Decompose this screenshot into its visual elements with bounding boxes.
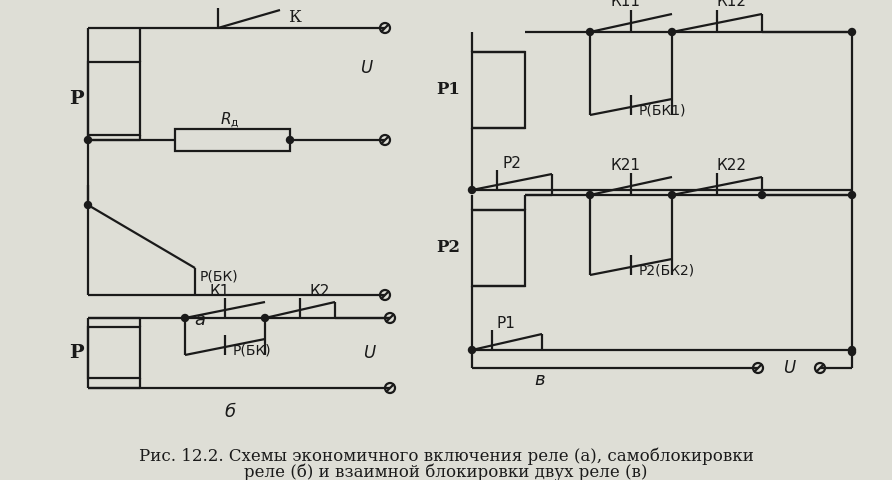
Text: P1: P1 [497, 316, 516, 332]
Text: $U$: $U$ [360, 59, 374, 77]
Text: P2(БК2): P2(БК2) [639, 263, 695, 277]
Text: К12: К12 [717, 0, 747, 10]
Bar [88, 327, 140, 378]
Text: P(БК1): P(БК1) [639, 103, 687, 117]
Circle shape [261, 314, 268, 322]
Text: P2: P2 [436, 240, 460, 256]
Text: $R_{\rm д}$: $R_{\rm д}$ [219, 110, 239, 130]
Text: P2: P2 [502, 156, 521, 171]
Circle shape [587, 28, 593, 36]
Text: P(БК): P(БК) [200, 269, 239, 283]
Text: К2: К2 [310, 285, 330, 300]
Circle shape [85, 136, 92, 144]
Text: P: P [69, 344, 83, 361]
Text: б: б [225, 403, 235, 421]
Circle shape [668, 28, 675, 36]
Text: в: в [534, 371, 545, 389]
Bar [88, 62, 140, 135]
Text: К1: К1 [210, 285, 230, 300]
Circle shape [587, 192, 593, 199]
Bar [472, 52, 525, 128]
Circle shape [286, 136, 293, 144]
Text: реле (б) и взаимной блокировки двух реле (в): реле (б) и взаимной блокировки двух реле… [244, 463, 648, 480]
Text: P1: P1 [436, 82, 460, 98]
Text: P: P [69, 89, 83, 108]
Bar [175, 129, 290, 151]
Circle shape [181, 314, 188, 322]
Circle shape [848, 28, 855, 36]
Circle shape [85, 202, 92, 208]
Text: P(БК): P(БК) [233, 343, 272, 357]
Circle shape [758, 192, 765, 199]
Circle shape [668, 192, 675, 199]
Text: К11: К11 [611, 0, 641, 10]
Circle shape [848, 347, 855, 353]
Circle shape [468, 187, 475, 193]
Text: $U$: $U$ [783, 359, 797, 377]
Circle shape [848, 348, 855, 356]
Text: а: а [194, 311, 205, 329]
Circle shape [468, 347, 475, 353]
Text: К21: К21 [611, 157, 641, 172]
Bar [472, 210, 525, 286]
Circle shape [848, 192, 855, 199]
Text: Рис. 12.2. Схемы экономичного включения реле (а), самоблокировки: Рис. 12.2. Схемы экономичного включения … [138, 447, 754, 465]
Text: $U$: $U$ [363, 344, 377, 362]
Text: К22: К22 [717, 157, 747, 172]
Text: К: К [288, 10, 301, 26]
